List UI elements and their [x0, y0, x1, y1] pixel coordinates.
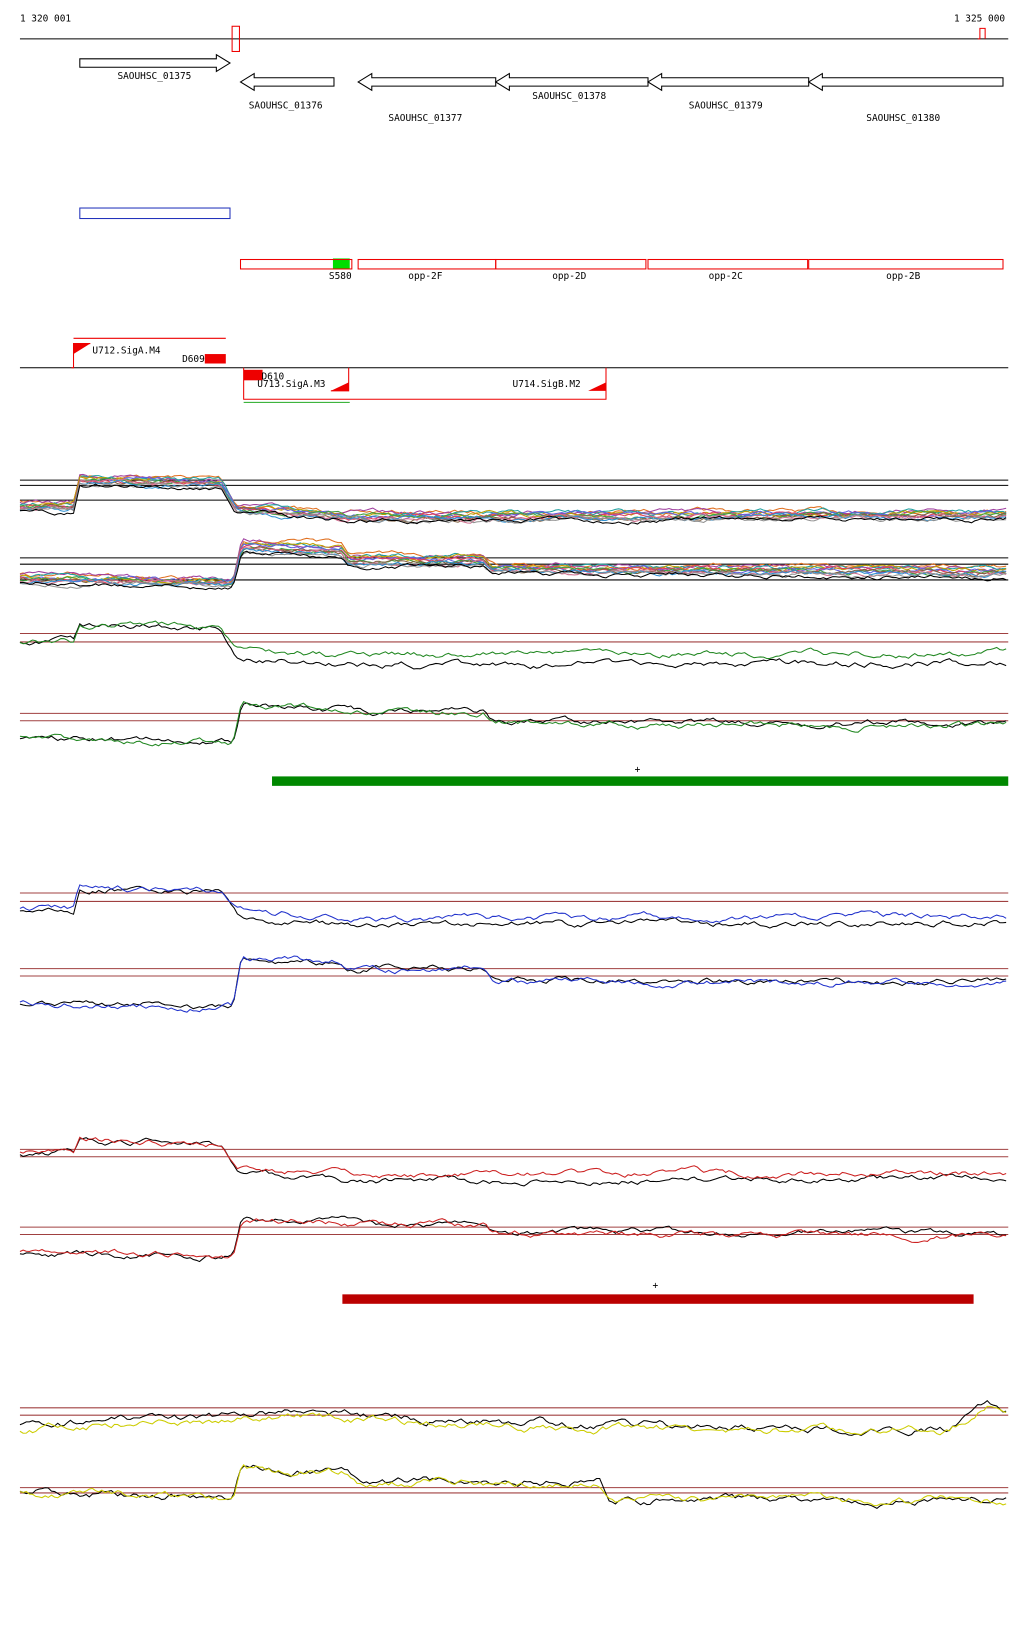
signal-line [19, 545, 1007, 585]
gene-arrow [239, 72, 335, 92]
tu-label: D609 [182, 354, 205, 365]
feature-box [647, 258, 809, 270]
signal-line [19, 620, 1007, 660]
signal-line [19, 1464, 1007, 1509]
gene-arrow [357, 72, 497, 92]
signal-line [19, 1399, 1007, 1437]
feature-box [239, 258, 353, 270]
signal-line [19, 623, 1007, 670]
signal-line [19, 482, 1007, 524]
signal-line [19, 538, 1007, 583]
signal-line [19, 955, 1007, 1013]
feature-label: opp-2D [552, 271, 586, 282]
signal-line [19, 957, 1007, 1010]
signal-line [19, 1464, 1007, 1507]
signal-line [19, 537, 1007, 583]
green-feature [332, 258, 350, 269]
tu-label: U712.SigA.M4 [92, 345, 160, 356]
tu-label: U714.SigB.M2 [513, 379, 581, 390]
feature-label: opp-2C [709, 271, 743, 282]
gene-arrow [807, 72, 1004, 92]
gene-arrow [494, 72, 649, 92]
segment-bar [342, 1294, 974, 1304]
gene-label: SAOUHSC_01380 [866, 113, 940, 124]
signal-line [19, 551, 1007, 589]
signal-line [19, 1405, 1007, 1436]
feature-label: opp-2F [408, 271, 442, 282]
blue-feature [79, 207, 231, 220]
gene-label: SAOUHSC_01376 [249, 101, 323, 112]
signal-line [19, 477, 1007, 521]
signal-line [19, 476, 1007, 521]
gene-label: SAOUHSC_01378 [532, 91, 606, 102]
end-marker [977, 27, 986, 40]
segment-strand: + [653, 1280, 659, 1291]
d609-box [204, 354, 226, 364]
gene-label: SAOUHSC_01375 [117, 71, 191, 82]
signal-line [19, 476, 1007, 520]
tu-label: U713.SigA.M3 [257, 379, 325, 390]
signal-line [19, 1136, 1007, 1179]
ruler-end: 1 325 000 [954, 13, 1005, 24]
signal-line [19, 1215, 1007, 1263]
signal-line [19, 701, 1007, 747]
signal-line [19, 702, 1007, 745]
signal-line [19, 1137, 1007, 1187]
signal-line [19, 1218, 1007, 1259]
gene-arrow [79, 53, 232, 73]
tu-flag [73, 343, 91, 355]
segment-bar [272, 776, 1009, 786]
feature-label: opp-2B [886, 271, 920, 282]
signal-line [19, 884, 1007, 924]
signal-line [19, 550, 1007, 591]
feature-box [808, 258, 1004, 270]
signal-line [19, 885, 1007, 929]
view-marker [231, 25, 240, 53]
feature-label: S580 [329, 271, 352, 282]
tu-label: D610 [262, 372, 285, 383]
gene-arrow [647, 72, 810, 92]
tu-flag [588, 382, 606, 391]
signal-line [19, 483, 1007, 526]
signal-line [19, 542, 1007, 584]
d610-box [243, 369, 263, 381]
ruler-start: 1 320 001 [20, 13, 71, 24]
gene-label: SAOUHSC_01379 [689, 101, 763, 112]
feature-box [357, 258, 497, 270]
feature-box [495, 258, 647, 270]
gene-label: SAOUHSC_01377 [388, 113, 462, 124]
segment-strand: + [635, 765, 641, 776]
tu-flag [330, 382, 349, 391]
